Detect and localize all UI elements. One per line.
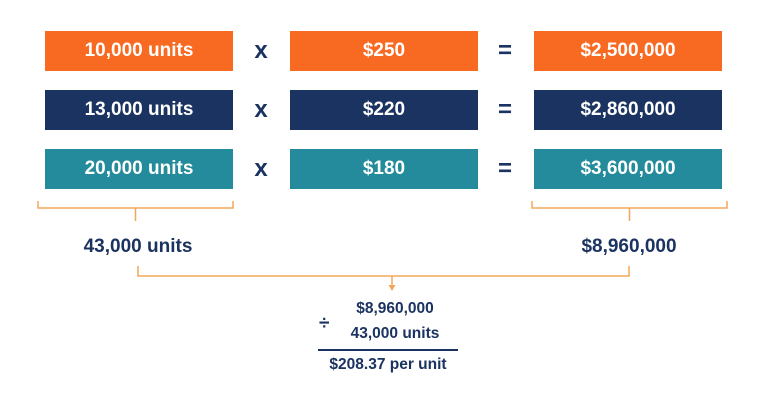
row-2-equals-sign: = bbox=[497, 96, 512, 123]
row-1-revenue-box: $2,500,000 bbox=[534, 31, 722, 71]
total-revenue-label: $8,960,000 bbox=[581, 236, 677, 257]
calc-result: $208.37 per unit bbox=[329, 356, 447, 373]
row-3-multiply-sign: x bbox=[254, 155, 268, 182]
row-2-units-box: 13,000 units bbox=[45, 90, 233, 130]
divide-symbol: ÷ bbox=[319, 313, 330, 334]
row-1-equals-sign: = bbox=[497, 37, 512, 64]
total-units-label: 43,000 units bbox=[83, 236, 193, 257]
totals-bracket bbox=[137, 266, 630, 285]
calc-denominator: 43,000 units bbox=[350, 325, 440, 342]
row-2-multiply-sign: x bbox=[254, 96, 268, 123]
row-3-units-box: 20,000 units bbox=[45, 149, 233, 189]
row-3-price-box: $180 bbox=[290, 149, 478, 189]
row-1-units-box: 10,000 units bbox=[45, 31, 233, 71]
fraction-divider bbox=[318, 349, 458, 351]
row-2-price-box: $220 bbox=[290, 90, 478, 130]
row-1-price-box: $250 bbox=[290, 31, 478, 71]
units-bracket bbox=[37, 201, 234, 221]
arrow-down-icon bbox=[388, 285, 396, 291]
revenue-bracket bbox=[531, 201, 728, 221]
row-2-revenue-box: $2,860,000 bbox=[534, 90, 722, 130]
row-3-equals-sign: = bbox=[497, 155, 512, 182]
row-3-revenue-box: $3,600,000 bbox=[534, 149, 722, 189]
row-1-multiply-sign: x bbox=[254, 37, 268, 64]
calc-numerator: $8,960,000 bbox=[356, 300, 434, 317]
